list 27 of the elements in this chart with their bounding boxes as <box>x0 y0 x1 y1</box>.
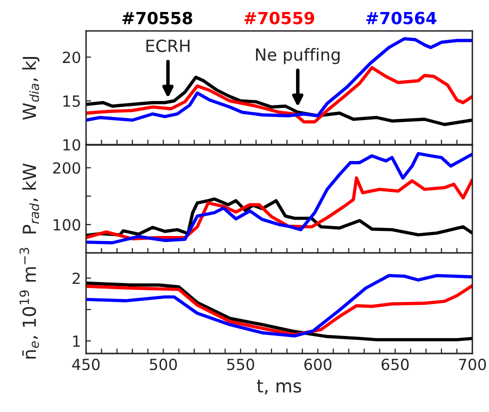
line-series <box>86 76 472 126</box>
line-series <box>86 37 472 122</box>
annotation: Ne puffing <box>256 48 340 64</box>
x-tick-label: 700 <box>459 358 486 370</box>
y-axis-title: n̄$_{e}$, 10$^{19}$ m$^{−3}$ <box>20 248 39 358</box>
series-label: #70564 <box>366 12 436 24</box>
x-tick-label: 550 <box>227 358 254 370</box>
y-tick-label: 10 <box>63 139 80 151</box>
annotation: ECRH <box>146 40 190 52</box>
line-series <box>86 66 472 124</box>
y-axis-title: P$_{rad}$, kW <box>22 163 40 234</box>
x-tick-label: 650 <box>382 358 409 370</box>
y-tick-label: 15 <box>63 96 80 107</box>
x-tick-label: 450 <box>72 358 100 370</box>
text: #70559 <box>244 12 314 24</box>
x-tick-label: 600 <box>304 358 332 370</box>
y-axis-title: W$_{dia}$, kJ <box>22 57 40 120</box>
y-tick-label: 100 <box>54 219 80 231</box>
x-tick-label: 500 <box>150 358 177 370</box>
x-axis-title: t, ms <box>256 380 302 395</box>
y-tick-label: 200 <box>53 162 80 174</box>
text: #70558 <box>122 12 192 24</box>
line-series <box>86 274 472 338</box>
y-tick-label: 20 <box>62 52 80 64</box>
y-tick-label: 2 <box>72 272 80 284</box>
line-series <box>86 152 472 244</box>
y-tick-label: 1 <box>73 336 80 347</box>
